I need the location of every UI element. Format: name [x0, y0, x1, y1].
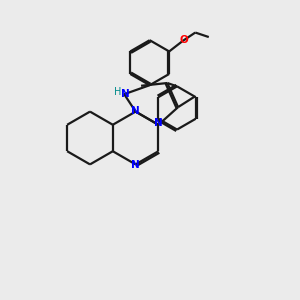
Text: N: N: [121, 89, 130, 99]
Text: H: H: [114, 87, 121, 97]
Text: N: N: [130, 106, 140, 116]
Text: N: N: [154, 118, 163, 128]
Text: N: N: [131, 160, 140, 170]
Text: O: O: [179, 35, 188, 45]
